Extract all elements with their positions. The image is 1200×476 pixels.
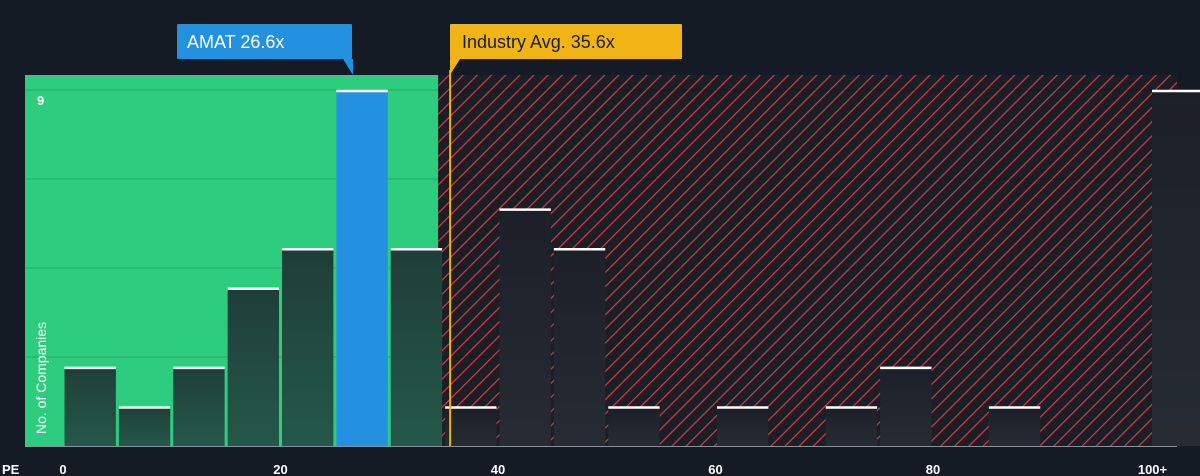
bar	[282, 248, 334, 446]
bar	[499, 208, 551, 446]
industry-callout-box	[450, 24, 682, 59]
x-tick-label: 40	[491, 462, 505, 476]
bar	[390, 248, 443, 446]
x-axis-label: PE	[2, 462, 20, 476]
bar	[825, 406, 878, 446]
company-callout: AMAT 26.6x	[177, 24, 353, 75]
company-callout-box	[177, 24, 352, 59]
bar	[553, 248, 606, 446]
bar	[717, 406, 769, 446]
company-callout-label: AMAT 26.6x	[187, 32, 284, 52]
bar	[880, 366, 932, 446]
bar	[118, 406, 171, 446]
histogram-bars	[64, 89, 1200, 446]
bar	[227, 287, 279, 446]
y-axis-label: No. of Companies	[33, 322, 49, 434]
x-tick-label: 100+	[1138, 462, 1168, 476]
bar	[1152, 90, 1200, 446]
bar	[608, 406, 660, 446]
y-tick-label: 9	[37, 93, 44, 108]
x-axis-ticks: 0 20 40 60 80 100+	[59, 462, 1167, 476]
company-callout-pointer	[343, 59, 353, 75]
bar	[173, 366, 225, 446]
x-tick-label: 0	[59, 462, 66, 476]
industry-callout: Industry Avg. 35.6x	[450, 24, 682, 75]
bar	[64, 366, 116, 446]
industry-callout-pointer	[450, 59, 460, 75]
bar	[988, 406, 1041, 446]
bar	[445, 406, 497, 446]
x-tick-label: 20	[273, 462, 287, 476]
bar-highlight-company	[336, 90, 388, 446]
x-tick-label: 60	[708, 462, 722, 476]
industry-callout-label: Industry Avg. 35.6x	[462, 32, 615, 52]
x-tick-label: 80	[926, 462, 940, 476]
